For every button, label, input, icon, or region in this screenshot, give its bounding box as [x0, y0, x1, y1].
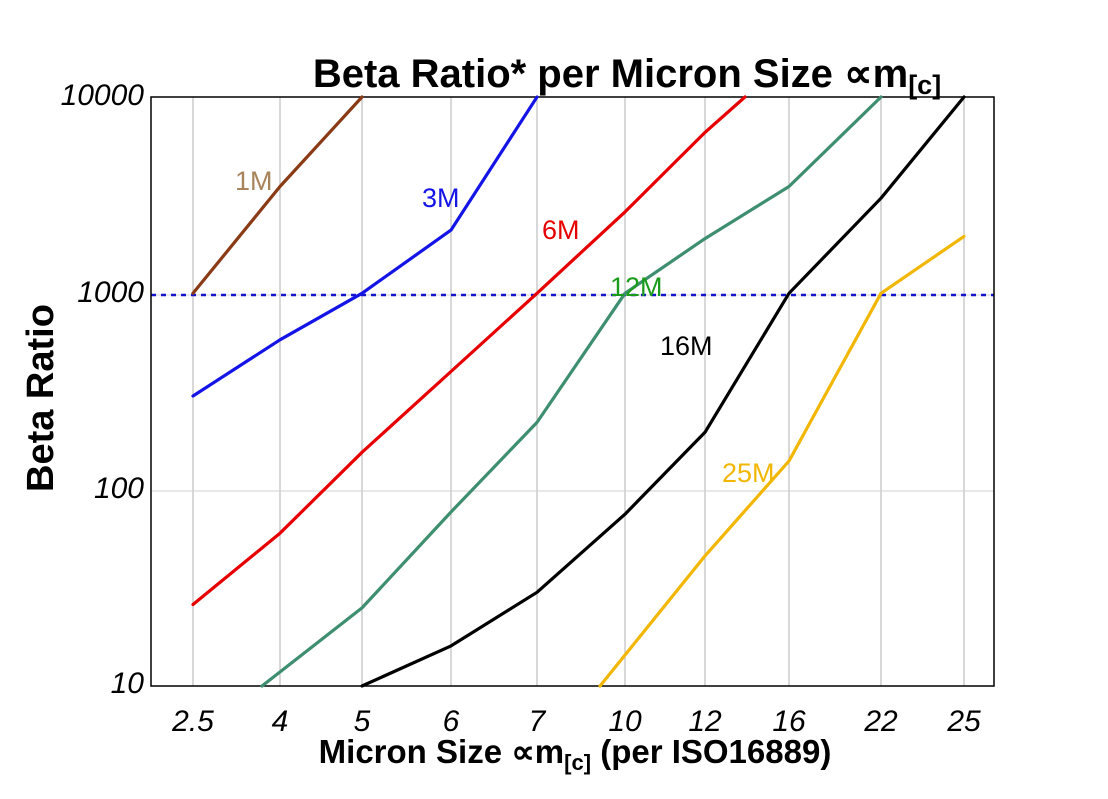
svg-text:12M: 12M [610, 272, 663, 302]
svg-text:10000: 10000 [61, 79, 145, 112]
svg-text:4: 4 [272, 705, 289, 738]
svg-text:7: 7 [529, 705, 547, 738]
svg-text:5: 5 [354, 705, 371, 738]
svg-text:16: 16 [772, 705, 806, 738]
svg-text:25: 25 [946, 705, 981, 738]
svg-text:Micron Size ∝m[c] (per ISO1688: Micron Size ∝m[c] (per ISO16889) [319, 733, 832, 775]
svg-text:10: 10 [608, 705, 642, 738]
svg-text:Beta Ratio* per Micron Size ∝m: Beta Ratio* per Micron Size ∝m[c] [313, 52, 941, 100]
svg-text:1000: 1000 [77, 276, 144, 309]
svg-text:1M: 1M [235, 166, 273, 196]
svg-text:3M: 3M [422, 183, 460, 213]
svg-text:100: 100 [94, 472, 144, 505]
svg-text:6: 6 [443, 705, 460, 738]
svg-text:25M: 25M [722, 458, 775, 488]
svg-text:12: 12 [688, 705, 722, 738]
svg-text:10: 10 [111, 667, 145, 700]
svg-text:16M: 16M [660, 331, 713, 361]
svg-text:6M: 6M [542, 215, 580, 245]
svg-text:2.5: 2.5 [171, 705, 214, 738]
svg-text:Beta Ratio: Beta Ratio [20, 304, 62, 492]
svg-text:22: 22 [863, 705, 898, 738]
